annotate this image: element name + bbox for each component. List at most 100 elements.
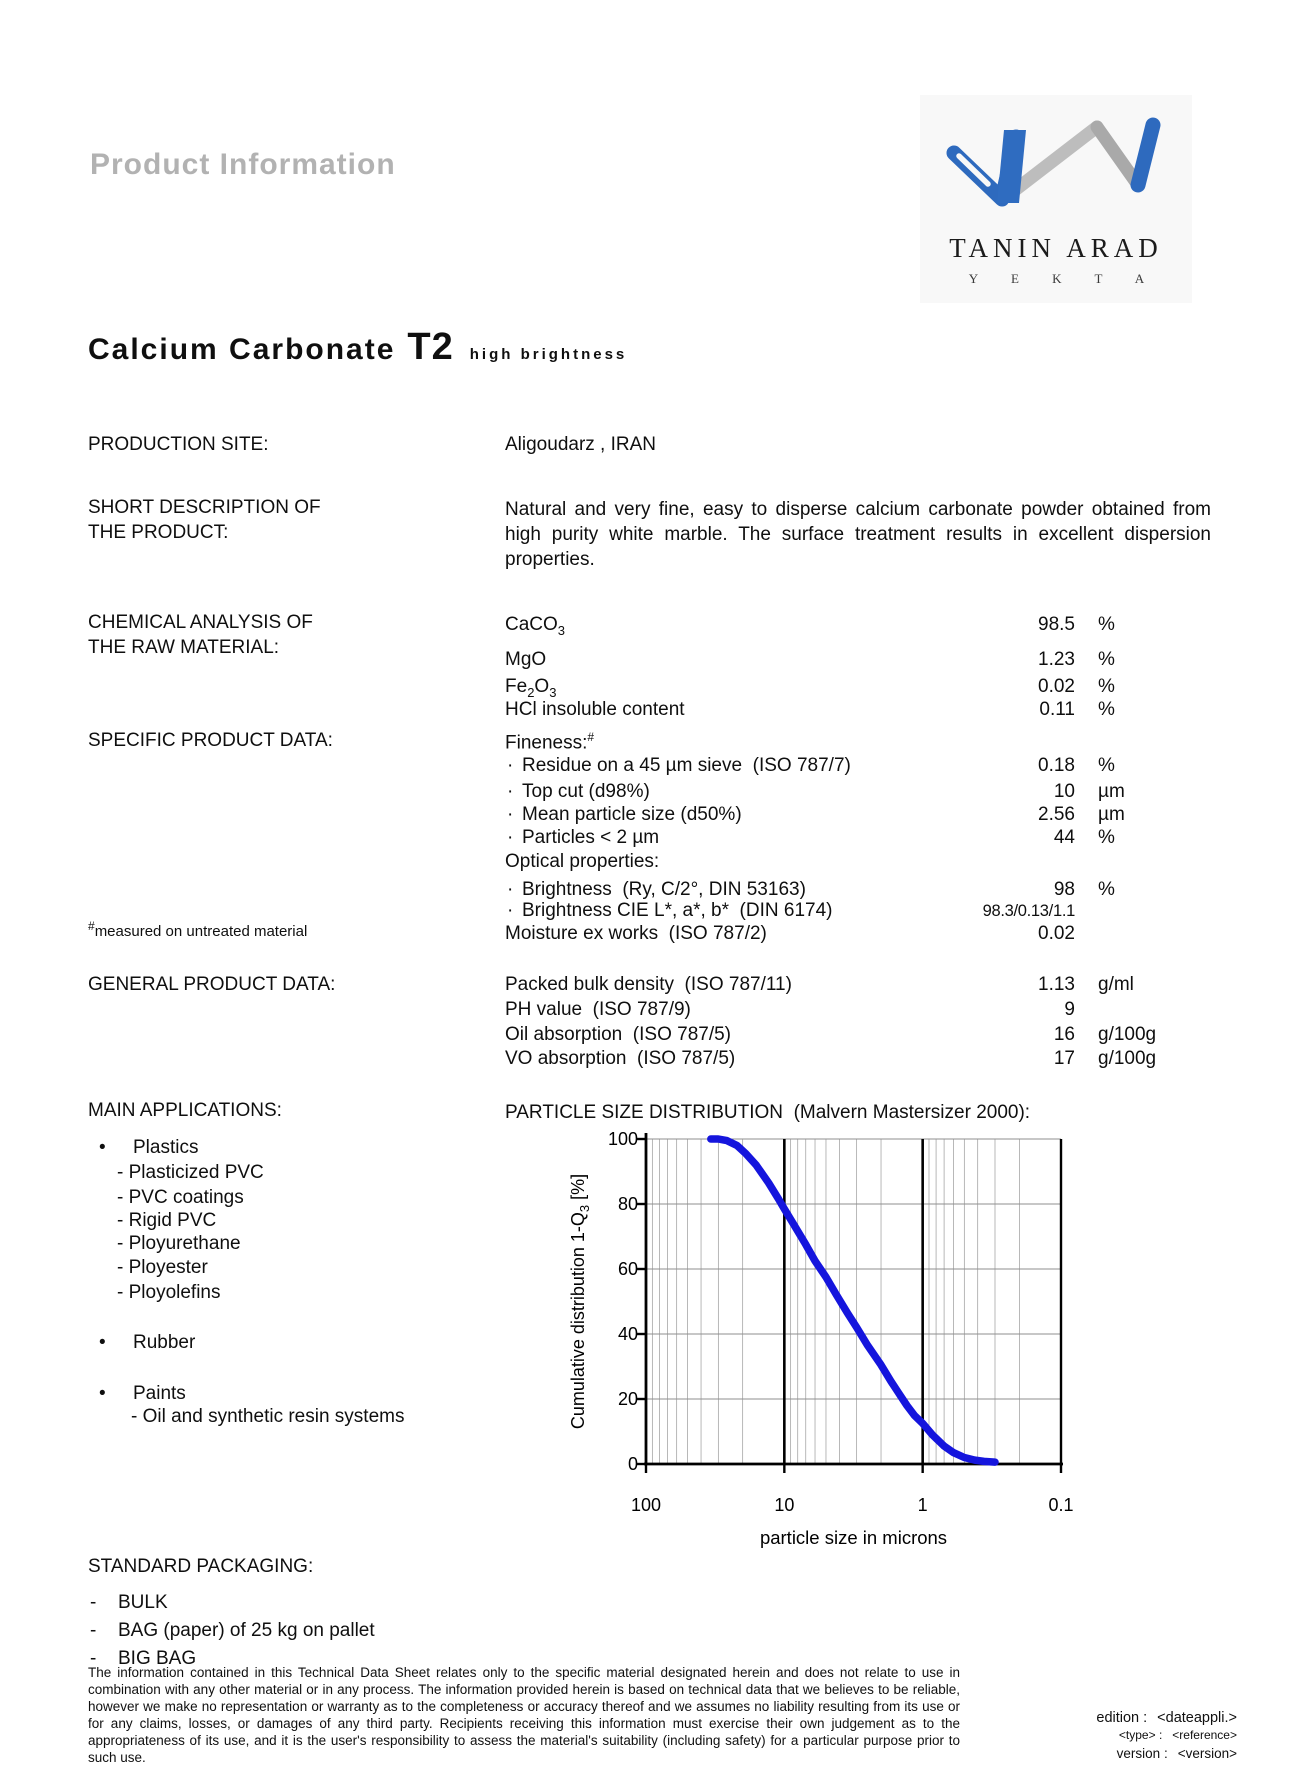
specific-name: Fineness:# bbox=[505, 730, 595, 754]
bullet-icon: • bbox=[99, 1383, 106, 1404]
dot-bullet: · bbox=[507, 827, 514, 848]
specific-name: Optical properties: bbox=[505, 851, 660, 872]
specific-value: 0.02 bbox=[1038, 923, 1075, 944]
product-grade: T2 bbox=[407, 326, 454, 368]
chemical-row: CaCO3 98.5 % bbox=[505, 614, 1165, 639]
packaging-label: STANDARD PACKAGING: bbox=[88, 1556, 314, 1577]
svg-text:60: 60 bbox=[618, 1259, 638, 1279]
dot-bullet: · bbox=[507, 755, 514, 776]
short-description-label-2: THE PRODUCT: bbox=[88, 522, 229, 543]
application-item: - PVC coatings bbox=[117, 1187, 244, 1208]
chemical-name: Fe2O3 bbox=[505, 676, 557, 700]
general-value: 9 bbox=[1064, 999, 1075, 1020]
production-site-label: PRODUCTION SITE: bbox=[88, 434, 269, 455]
specific-data-label: SPECIFIC PRODUCT DATA: bbox=[88, 730, 333, 751]
company-name: TANIN ARAD bbox=[949, 233, 1163, 263]
general-value: 17 bbox=[1053, 1048, 1075, 1069]
svg-text:0: 0 bbox=[628, 1454, 638, 1474]
specific-unit: % bbox=[1098, 827, 1115, 848]
company-logo-box: TANIN ARAD Y E K T A bbox=[920, 95, 1192, 303]
specific-name: Brightness (Ry, C/2°, DIN 53163) bbox=[522, 879, 806, 900]
svg-text:Cumulative distribution 1-Q3 [: Cumulative distribution 1-Q3 [%] bbox=[568, 1174, 592, 1429]
product-subtitle: high brightness bbox=[469, 346, 628, 363]
chemical-value: 1.23 bbox=[1038, 649, 1075, 670]
application-group: • Paints bbox=[99, 1383, 186, 1405]
bullet-icon: • bbox=[99, 1332, 106, 1353]
general-row: PH value (ISO 787/9) 9 bbox=[505, 999, 1165, 1024]
application-group: • Rubber bbox=[99, 1332, 195, 1354]
dot-bullet: · bbox=[507, 879, 514, 900]
specific-row: · Top cut (d98%) 10 µm bbox=[505, 781, 1165, 806]
svg-text:40: 40 bbox=[618, 1324, 638, 1344]
svg-text:0.1: 0.1 bbox=[1048, 1495, 1073, 1515]
short-description-text: Natural and very fine, easy to disperse … bbox=[505, 499, 1211, 570]
chemical-name: MgO bbox=[505, 649, 547, 670]
general-row: Packed bulk density (ISO 787/11) 1.13 g/… bbox=[505, 974, 1165, 999]
specific-row: Fineness:# bbox=[505, 730, 1165, 755]
chemical-analysis-label-1: CHEMICAL ANALYSIS OF bbox=[88, 612, 313, 633]
svg-text:100: 100 bbox=[631, 1495, 661, 1515]
applications-label: MAIN APPLICATIONS: bbox=[88, 1100, 282, 1121]
product-title: Calcium Carbonate T2 high brightness bbox=[88, 326, 627, 369]
general-row: Oil absorption (ISO 787/5) 16 g/100g bbox=[505, 1024, 1165, 1049]
edition-field: edition : <dateappli.> bbox=[1096, 1710, 1237, 1726]
chemical-row: HCl insoluble content 0.11 % bbox=[505, 699, 1165, 724]
chemical-unit: % bbox=[1098, 699, 1115, 720]
chemical-row: Fe2O3 0.02 % bbox=[505, 676, 1165, 701]
application-title: Plastics bbox=[133, 1137, 199, 1158]
bullet-icon: • bbox=[99, 1137, 106, 1158]
application-item: - Rigid PVC bbox=[117, 1210, 217, 1231]
general-unit: g/100g bbox=[1098, 1048, 1157, 1069]
specific-row: · Residue on a 45 µm sieve (ISO 787/7) 0… bbox=[505, 755, 1165, 780]
production-site-value: Aligoudarz , IRAN bbox=[505, 434, 657, 455]
general-unit: g/ml bbox=[1098, 974, 1134, 995]
specific-name: Moisture ex works (ISO 787/2) bbox=[505, 923, 767, 944]
dot-bullet: · bbox=[507, 781, 514, 802]
packaging-item: - BIG BAG bbox=[90, 1648, 197, 1669]
application-item: - Ployester bbox=[117, 1257, 208, 1278]
application-item: - Plasticized PVC bbox=[117, 1162, 264, 1183]
application-item: - Ployurethane bbox=[117, 1233, 241, 1254]
application-item: - Oil and synthetic resin systems bbox=[131, 1406, 405, 1427]
general-unit: g/100g bbox=[1098, 1024, 1157, 1045]
specific-row: · Brightness CIE L*, a*, b* (DIN 6174) 9… bbox=[505, 900, 1165, 925]
specific-name: Particles < 2 µm bbox=[522, 827, 660, 848]
packaging-item: - BULK bbox=[90, 1592, 168, 1613]
specific-unit: % bbox=[1098, 755, 1115, 776]
specific-name: Brightness CIE L*, a*, b* (DIN 6174) bbox=[522, 900, 833, 921]
specific-name: Top cut (d98%) bbox=[522, 781, 650, 802]
svg-text:1: 1 bbox=[918, 1495, 928, 1515]
specific-name: Residue on a 45 µm sieve (ISO 787/7) bbox=[522, 755, 851, 776]
specific-unit: µm bbox=[1098, 804, 1125, 825]
general-name: VO absorption (ISO 787/5) bbox=[505, 1048, 736, 1069]
dash-bullet: - bbox=[90, 1592, 97, 1613]
dot-bullet: · bbox=[507, 900, 514, 921]
legal-disclaimer: The information contained in this Techni… bbox=[88, 1665, 960, 1765]
specific-value: 98 bbox=[1053, 879, 1075, 900]
specific-row: · Particles < 2 µm 44 % bbox=[505, 827, 1165, 852]
chemical-value: 0.02 bbox=[1038, 676, 1075, 697]
specific-row: · Mean particle size (d50%) 2.56 µm bbox=[505, 804, 1165, 829]
application-group: • Plastics bbox=[99, 1137, 198, 1159]
version-field: version : <version> bbox=[1116, 1746, 1237, 1761]
chemical-unit: % bbox=[1098, 649, 1115, 670]
type-field: <type> : <reference> bbox=[1118, 1728, 1237, 1742]
chemical-unit: % bbox=[1098, 676, 1115, 697]
application-item: - Ployolefins bbox=[117, 1282, 221, 1303]
short-description-label-1: SHORT DESCRIPTION OF bbox=[88, 497, 321, 518]
general-data-label: GENERAL PRODUCT DATA: bbox=[88, 974, 336, 995]
dash-bullet: - bbox=[90, 1620, 97, 1641]
footnote: #measured on untreated material bbox=[88, 919, 308, 940]
general-value: 1.13 bbox=[1038, 974, 1075, 995]
svg-text:10: 10 bbox=[774, 1495, 794, 1515]
dash-bullet: - bbox=[90, 1648, 97, 1669]
chemical-analysis-label-2: THE RAW MATERIAL: bbox=[88, 637, 280, 658]
specific-unit: µm bbox=[1098, 781, 1125, 802]
company-subtitle: Y E K T A bbox=[968, 271, 1160, 286]
chemical-value: 98.5 bbox=[1038, 614, 1075, 635]
application-title: Rubber bbox=[133, 1332, 196, 1353]
doc-type-title: Product Information bbox=[90, 148, 396, 181]
specific-row: Optical properties: bbox=[505, 851, 1165, 876]
chemical-row: MgO 1.23 % bbox=[505, 649, 1165, 674]
